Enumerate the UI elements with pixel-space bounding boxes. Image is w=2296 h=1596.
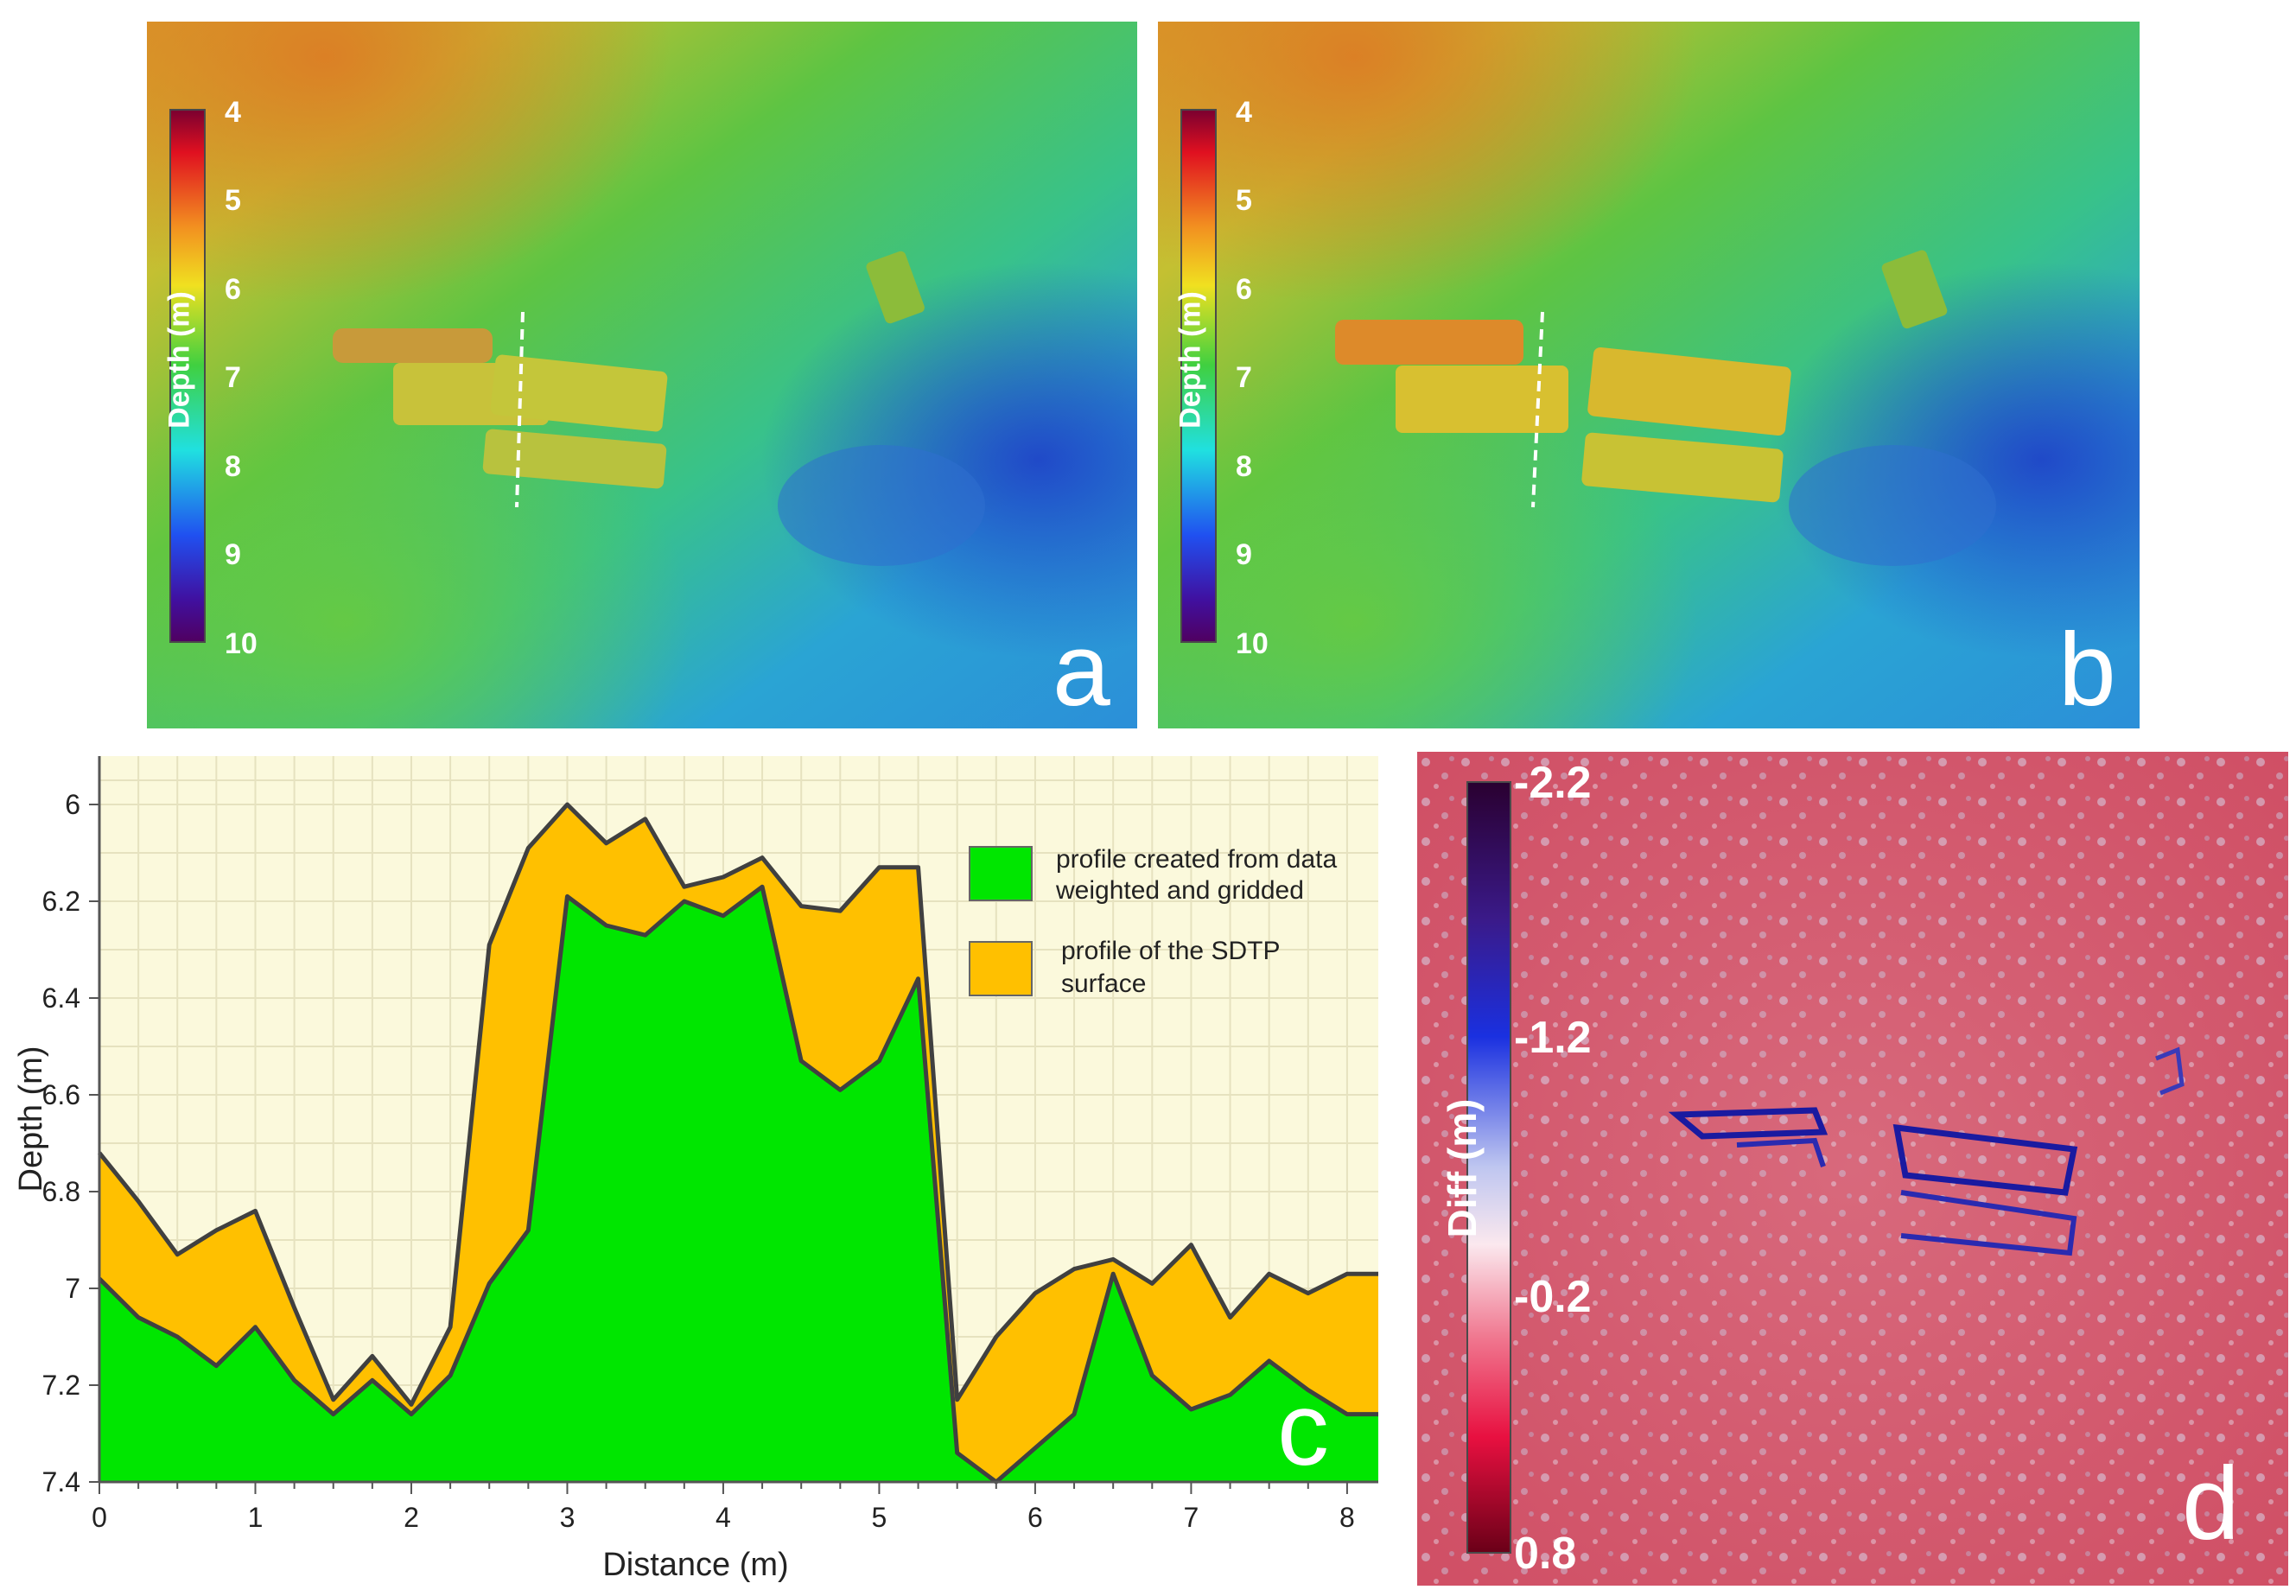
colorbar-b-tick-10: 10 [1236, 627, 1269, 660]
colorbar-a [169, 109, 206, 643]
y-tick-label: 6.4 [42, 982, 80, 1014]
object-a-4 [482, 429, 667, 489]
legend-label-sdtp-line2: surface [1061, 970, 1146, 998]
object-a-5 [866, 251, 925, 324]
x-tick-label: 3 [560, 1502, 576, 1533]
panel-d-difference-map: Diff (m) -2.2 -1.2 -0.2 0.8 d [1417, 752, 2288, 1586]
difference-map-image [1417, 752, 2288, 1586]
panel-b-depth-map: Depth (m) 4 5 6 7 8 9 10 b [1158, 22, 2140, 728]
object-b-4 [1581, 432, 1784, 503]
diff-object-edge-1 [1668, 1107, 1829, 1140]
depth-map-a-image [147, 22, 1137, 728]
panel-c-profile-chart: 0 1 2 3 4 5 6 7 8 6 6.2 6.4 6.6 6.8 7 7.2 7.4 Distance (m… [0, 747, 1404, 1596]
y-tick-label: 6.6 [42, 1079, 80, 1110]
colorbar-b-tick-5: 5 [1236, 184, 1252, 217]
colorbar-b [1180, 109, 1217, 643]
data-profile-line [98, 884, 1378, 1485]
y-tick-label: 6.2 [42, 886, 80, 917]
colorbar-a-tick-6: 6 [225, 273, 241, 306]
object-b-1 [1335, 320, 1523, 365]
panel-a-letter: a [1053, 612, 1110, 728]
y-tick-label: 6.8 [42, 1176, 80, 1207]
y-tick-label: 7.4 [42, 1466, 80, 1497]
object-b-2 [1396, 366, 1568, 433]
colorbar-a-tick-5: 5 [225, 184, 241, 217]
profile-line-a [515, 311, 525, 508]
colorbar-b-tick-7: 7 [1236, 361, 1252, 394]
object-b-3 [1587, 347, 1791, 436]
colorbar-d-tick-3: -0.2 [1514, 1272, 1592, 1322]
profile-chart-svg: 0 1 2 3 4 5 6 7 8 6 6.2 6.4 6.6 6.8 7 7.2 7.4 Distance (m… [13, 756, 1378, 1583]
colorbar-d-title: Diff (m) [1440, 1098, 1485, 1238]
colorbar-d [1466, 781, 1511, 1554]
panel-a-depth-map: Depth (m) 4 5 6 7 8 9 10 a [147, 22, 1137, 728]
legend-label-sdtp-line1: profile of the SDTP [1061, 937, 1280, 965]
x-tick-label: 1 [248, 1502, 264, 1533]
colorbar-b-tick-4: 4 [1236, 96, 1252, 129]
legend-label-data-line1: profile created from data [1056, 845, 1337, 874]
legend-swatch-sdtp [969, 941, 1033, 996]
sdtp-profile-line [98, 802, 1378, 1407]
colorbar-b-tick-8: 8 [1236, 450, 1252, 483]
depth-map-b-image [1158, 22, 2140, 728]
y-tick-label: 7 [65, 1273, 80, 1304]
object-b-5 [1881, 250, 1948, 329]
colorbar-a-tick-7: 7 [225, 361, 241, 394]
panel-d-letter: d [2182, 1446, 2240, 1561]
x-tick-label: 4 [716, 1502, 731, 1533]
x-tick-label: 5 [872, 1502, 887, 1533]
colorbar-d-tick-1: -2.2 [1514, 758, 1592, 808]
colorbar-d-tick-4: 0.8 [1514, 1529, 1577, 1579]
x-axis-title: Distance (m) [602, 1547, 788, 1583]
panel-b-letter: b [2058, 612, 2116, 728]
y-tick-label: 7.2 [42, 1370, 80, 1401]
colorbar-a-tick-4: 4 [225, 96, 241, 129]
diff-object-edge-4 [1900, 1190, 2077, 1256]
data-profile-area [99, 887, 1378, 1482]
diff-object-edge-2 [1736, 1137, 1826, 1167]
colorbar-b-tick-6: 6 [1236, 273, 1252, 306]
diff-object-edge-5 [2155, 1046, 2185, 1096]
colorbar-a-title: Depth (m) [162, 291, 196, 429]
object-a-3 [490, 354, 668, 432]
x-tick-label: 2 [404, 1502, 419, 1533]
x-tick-label: 8 [1339, 1502, 1355, 1533]
legend-label-data-line2: weighted and gridded [1055, 876, 1304, 905]
object-a-1 [333, 328, 493, 363]
diff-object-edge-3 [1892, 1123, 2078, 1196]
colorbar-b-tick-9: 9 [1236, 538, 1252, 571]
panel-c-letter: c [1277, 1371, 1329, 1487]
colorbar-a-tick-10: 10 [225, 627, 258, 660]
colorbar-d-tick-2: -1.2 [1514, 1013, 1592, 1063]
y-tick-label: 6 [65, 789, 80, 820]
colorbar-a-tick-8: 8 [225, 450, 241, 483]
x-tick-label: 0 [92, 1502, 107, 1533]
colorbar-b-title: Depth (m) [1173, 291, 1207, 429]
colorbar-a-tick-9: 9 [225, 538, 241, 571]
profile-line-b [1531, 311, 1544, 508]
y-axis-title: Depth (m) [13, 1046, 49, 1192]
x-tick-label: 7 [1184, 1502, 1199, 1533]
legend-swatch-data [969, 846, 1033, 901]
x-tick-label: 6 [1027, 1502, 1043, 1533]
